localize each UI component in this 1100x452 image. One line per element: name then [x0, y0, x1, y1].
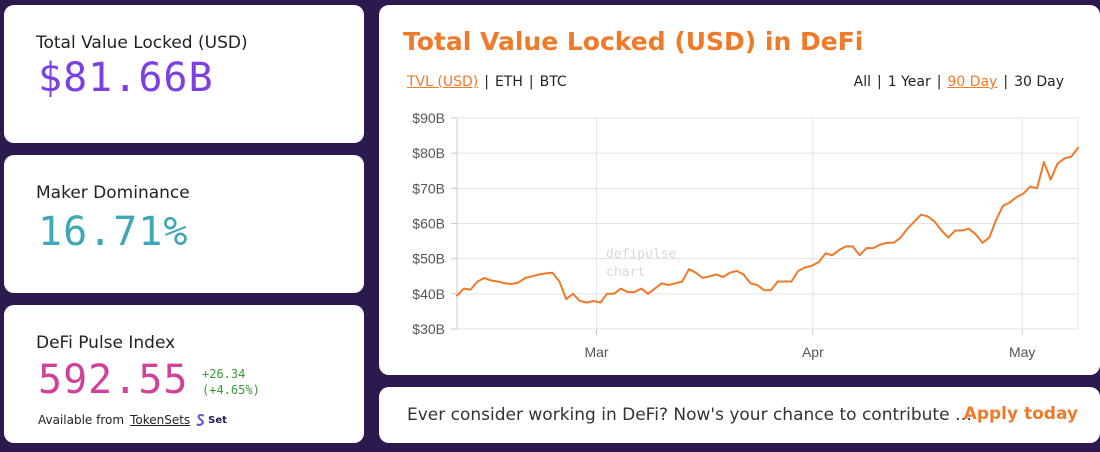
- available-from: Available from TokenSets Set: [38, 413, 227, 427]
- y-axis-ticks: $30B $40B $50B $60B $70B $80B $90B: [412, 110, 445, 337]
- set-logo-label: Set: [208, 414, 227, 426]
- x-tick-label: Apr: [802, 344, 824, 360]
- range-separator: |: [936, 74, 942, 90]
- tvl-line-chart: $30B $40B $50B $60B $70B $80B $90B Mar Apr May: [412, 110, 1079, 360]
- chart-grid: [451, 117, 1079, 335]
- y-tick-label: $80B: [412, 145, 445, 161]
- index-change: +26.34 (+4.65%): [202, 366, 260, 398]
- maker-dominance-label: Maker Dominance: [36, 183, 190, 203]
- tvl-label: Total Value Locked (USD): [36, 33, 248, 53]
- y-tick-label: $40B: [412, 286, 445, 302]
- tokensets-link[interactable]: TokenSets: [130, 413, 191, 427]
- currency-separator: |: [528, 74, 534, 90]
- tvl-value: $81.66B: [38, 55, 214, 101]
- range-option-1-year[interactable]: 1 Year: [887, 74, 931, 90]
- index-change-pct: (+4.65%): [202, 383, 260, 397]
- broken-image-alt: defipulse chart: [606, 247, 677, 280]
- y-tick-label: $50B: [412, 251, 445, 267]
- range-option-30-day[interactable]: 30 Day: [1014, 74, 1064, 90]
- available-text: Available from: [38, 413, 125, 427]
- x-tick-label: May: [1009, 344, 1035, 360]
- careers-banner: Ever consider working in DeFi? Now's you…: [379, 387, 1100, 443]
- y-tick-label: $70B: [412, 180, 445, 196]
- y-tick-label: $90B: [412, 110, 445, 126]
- broken-chart-image: defipulse chart: [606, 246, 698, 282]
- currency-toggle: TVL (USD) | ETH | BTC: [407, 74, 567, 90]
- set-logo-icon: [196, 414, 205, 426]
- tvl-chart-panel: Total Value Locked (USD) in DeFi TVL (US…: [379, 5, 1100, 375]
- range-option-90-day[interactable]: 90 Day: [947, 74, 998, 90]
- x-axis-ticks: Mar Apr May: [584, 344, 1035, 360]
- x-tick-label: Mar: [584, 344, 608, 360]
- range-separator: |: [877, 74, 882, 90]
- chart-series-layer: [456, 146, 1079, 304]
- y-tick-label: $60B: [412, 216, 445, 232]
- y-tick-label: $30B: [412, 321, 445, 337]
- defi-pulse-index-card: DeFi Pulse Index 592.55 +26.34 (+4.65%) …: [4, 305, 364, 443]
- index-value: 592.55: [38, 357, 189, 403]
- range-option-all[interactable]: All: [853, 74, 871, 90]
- apply-today-link[interactable]: Apply today: [963, 404, 1078, 424]
- tvl-series-line: [456, 146, 1079, 304]
- careers-banner-text: Ever consider working in DeFi? Now's you…: [407, 405, 972, 425]
- tvl-stat-card: Total Value Locked (USD) $81.66B: [4, 5, 364, 143]
- set-logo[interactable]: Set: [196, 414, 227, 426]
- currency-option-tvl-usd[interactable]: TVL (USD): [407, 74, 479, 90]
- currency-separator: |: [484, 74, 489, 90]
- maker-dominance-card: Maker Dominance 16.71%: [4, 155, 364, 293]
- range-separator: |: [1003, 74, 1009, 90]
- range-toggle: All | 1 Year | 90 Day | 30 Day: [854, 74, 1064, 90]
- index-change-abs: +26.34: [202, 367, 246, 381]
- maker-dominance-value: 16.71%: [38, 209, 189, 255]
- chart-title: Total Value Locked (USD) in DeFi: [403, 27, 864, 56]
- currency-option-eth[interactable]: ETH: [494, 74, 523, 90]
- currency-option-btc[interactable]: BTC: [539, 74, 567, 90]
- index-label: DeFi Pulse Index: [36, 333, 176, 353]
